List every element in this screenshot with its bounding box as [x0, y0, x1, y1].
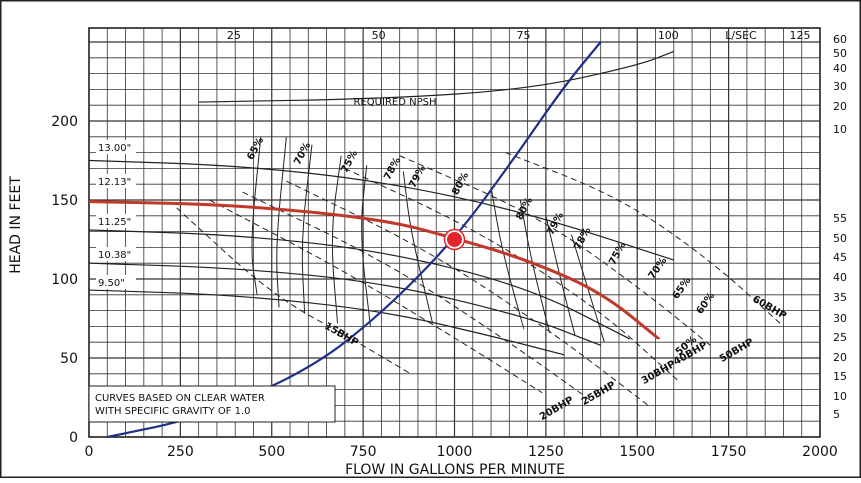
- note-line-1: CURVES BASED ON CLEAR WATER: [95, 393, 265, 404]
- bhp-line: [176, 207, 411, 375]
- right-tick-label: 5: [833, 408, 840, 421]
- right-tick-label: 50: [833, 232, 847, 245]
- top-tick-label: 75: [516, 29, 530, 42]
- right-tick-label: 40: [833, 62, 847, 75]
- top-axis-title: L/SEC: [725, 29, 757, 42]
- right-tick-label: 60: [833, 33, 847, 46]
- impeller-curve: [88, 289, 565, 356]
- efficiency-line: [545, 215, 576, 337]
- npsh-label: REQUIRED NPSH: [354, 97, 437, 108]
- note-line-2: WITH SPECIFIC GRAVITY OF 1.0: [95, 406, 251, 417]
- y-axis-title: HEAD IN FEET: [8, 176, 24, 274]
- top-tick-label: 125: [790, 29, 811, 42]
- x-tick-label: 750: [350, 444, 377, 460]
- x-tick-label: 1250: [528, 444, 564, 460]
- impeller-curve-label: 13.00": [98, 143, 131, 154]
- right-tick-label: 25: [833, 331, 847, 344]
- x-tick-label: 1500: [619, 444, 655, 460]
- right-tick-label: 30: [833, 312, 847, 325]
- impeller-label-background: [96, 247, 136, 261]
- y-tick-label: 150: [51, 193, 78, 209]
- bhp-line: [286, 180, 649, 406]
- right-tick-label: 35: [833, 291, 847, 304]
- impeller-curve-highlighted: [88, 200, 661, 341]
- right-tick-label: 50: [833, 47, 847, 60]
- x-tick-label: 0: [85, 444, 94, 460]
- efficiency-line: [276, 136, 287, 308]
- efficiency-line: [331, 155, 342, 324]
- top-tick-label: 100: [658, 29, 679, 42]
- right-tick-label: 40: [833, 271, 847, 284]
- npsh-curve: [198, 50, 675, 103]
- efficiency-line: [570, 234, 605, 343]
- bhp-line: [505, 152, 784, 327]
- x-tick-label: 1750: [711, 444, 747, 460]
- impeller-curve-label: 10.38": [98, 250, 131, 261]
- impeller-label-background: [96, 174, 136, 188]
- bhp-line: [344, 167, 678, 381]
- bhp-line: [209, 199, 543, 394]
- y-tick-label: 200: [51, 114, 78, 130]
- bhp-line: [242, 191, 594, 403]
- top-tick-label: 25: [227, 29, 241, 42]
- x-axis-title: FLOW IN GALLONS PER MINUTE: [345, 462, 565, 478]
- right-tick-label: 15: [833, 370, 847, 383]
- operating-point: [447, 232, 462, 247]
- bhp-line: [399, 155, 711, 346]
- x-tick-label: 2000: [802, 444, 838, 460]
- y-tick-label: 50: [60, 351, 78, 367]
- efficiency-line: [251, 136, 262, 295]
- impeller-curve: [88, 159, 674, 261]
- right-tick-label: 45: [833, 251, 847, 264]
- x-tick-label: 250: [167, 444, 194, 460]
- right-tick-label: 20: [833, 351, 847, 364]
- impeller-curve-label: 12.13": [98, 177, 131, 188]
- y-tick-label: 0: [69, 430, 78, 446]
- impeller-label-background: [96, 275, 136, 289]
- impeller-label-background: [96, 214, 136, 228]
- right-tick-label: 55: [833, 212, 847, 225]
- right-tick-label: 20: [833, 100, 847, 113]
- impeller-label-background: [96, 140, 136, 154]
- impeller-curve: [88, 229, 631, 340]
- impeller-curve-label: 11.25": [98, 217, 131, 228]
- right-tick-label: 10: [833, 390, 847, 403]
- x-tick-label: 1000: [437, 444, 473, 460]
- y-tick-label: 100: [51, 272, 78, 288]
- note-box: CURVES BASED ON CLEAR WATER WITH SPECIFI…: [88, 385, 336, 423]
- top-tick-label: 50: [372, 29, 386, 42]
- efficiency-line: [402, 171, 434, 324]
- x-tick-label: 500: [258, 444, 285, 460]
- note-box-background: [88, 385, 336, 423]
- right-tick-label: 30: [833, 80, 847, 93]
- efficiency-line: [361, 165, 371, 327]
- impeller-curve-label: 9.50": [98, 278, 125, 289]
- right-tick-label: 10: [833, 123, 847, 136]
- impeller-curve: [88, 262, 601, 346]
